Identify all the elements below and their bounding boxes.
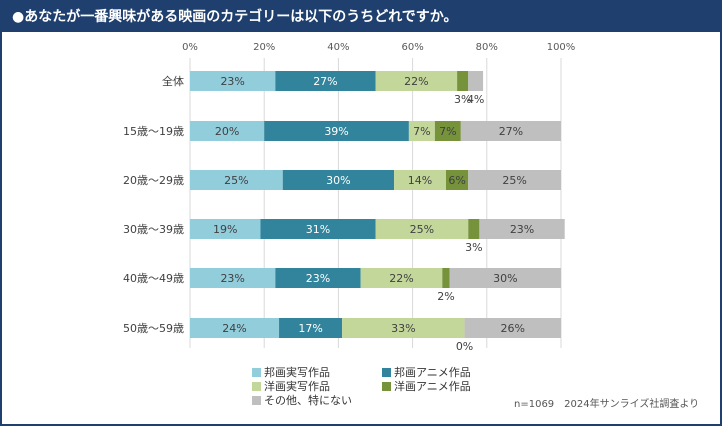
legend-item-4: その他、特にない — [252, 392, 352, 408]
bar-1-4 — [460, 121, 561, 141]
bar-3-4 — [479, 219, 565, 239]
legend-swatch-2 — [252, 381, 261, 391]
data-label-0-4: 4% — [467, 93, 484, 106]
data-label-3-1: 31% — [306, 223, 330, 236]
bar-2-1 — [282, 170, 395, 190]
data-label-4-3: 2% — [437, 290, 454, 303]
bar-1-0 — [190, 121, 265, 141]
x-tick-label-3: 60% — [401, 42, 423, 53]
chart-title: ●あなたが一番興味がある映画のカテゴリーは以下のうちどれですか。 — [12, 9, 458, 25]
bar-1-1 — [264, 121, 409, 141]
legend-label-4: その他、特にない — [264, 394, 352, 407]
bar-3-1 — [260, 219, 376, 239]
data-label-2-2: 14% — [408, 174, 432, 187]
legend-item-3: 洋画アニメ作品 — [382, 378, 471, 394]
bar-3-2 — [375, 219, 469, 239]
data-label-4-1: 23% — [306, 272, 330, 285]
data-label-2-3: 6% — [448, 174, 465, 187]
bar-4-1 — [275, 268, 361, 288]
x-tick-label-0: 0% — [182, 42, 198, 53]
data-label-3-0: 19% — [213, 223, 237, 236]
legend-item-2: 洋画実写作品 — [252, 378, 330, 394]
data-label-3-4: 23% — [510, 223, 534, 236]
data-label-5-1: 17% — [298, 322, 322, 335]
data-label-4-2: 22% — [389, 272, 413, 285]
bar-2-3 — [445, 170, 469, 190]
bar-5-4 — [464, 318, 561, 338]
bar-2-2 — [394, 170, 446, 190]
bar-3-0 — [190, 219, 261, 239]
category-label-3: 30歳～39歳 — [123, 223, 184, 236]
bar-0-3 — [457, 71, 469, 91]
category-label-1: 15歳～19歳 — [123, 125, 184, 138]
legend-swatch-1 — [382, 367, 391, 377]
bar-0-2 — [375, 71, 458, 91]
legend-swatch-3 — [382, 381, 391, 391]
bar-0-1 — [275, 71, 376, 91]
bar-2-4 — [468, 170, 561, 190]
data-label-0-3: 3% — [454, 93, 471, 106]
bar-0-4 — [468, 71, 484, 91]
category-label-5: 50歳～59歳 — [123, 322, 184, 335]
data-label-4-4: 30% — [493, 272, 517, 285]
bar-3-3 — [468, 219, 480, 239]
x-tick-label-5: 100% — [547, 42, 576, 53]
data-label-0-0: 23% — [220, 75, 244, 88]
data-label-4-0: 23% — [220, 272, 244, 285]
legend-label-0: 邦画実写作品 — [264, 366, 330, 379]
x-tick-label-1: 20% — [253, 42, 275, 53]
bar-5-0 — [190, 318, 280, 338]
legend-swatch-0 — [252, 367, 261, 377]
legend-swatch-4 — [252, 395, 261, 405]
x-tick-label-2: 40% — [327, 42, 349, 53]
data-label-1-0: 20% — [215, 125, 239, 138]
category-label-0: 全体 — [162, 74, 184, 88]
data-label-5-0: 24% — [222, 322, 246, 335]
bar-4-0 — [190, 268, 276, 288]
bar-1-2 — [408, 121, 435, 141]
data-label-0-2: 22% — [404, 75, 428, 88]
data-label-5-2: 33% — [391, 322, 415, 335]
data-label-1-4: 27% — [499, 125, 523, 138]
legend-label-1: 邦画アニメ作品 — [394, 366, 471, 379]
legend-label-2: 洋画実写作品 — [264, 380, 330, 393]
data-label-3-3: 3% — [465, 241, 482, 254]
bar-2-0 — [190, 170, 283, 190]
data-label-3-2: 25% — [410, 223, 434, 236]
bar-5-2 — [342, 318, 465, 338]
bar-1-3 — [434, 121, 461, 141]
bar-4-4 — [449, 268, 561, 288]
data-label-5-4: 26% — [501, 322, 525, 335]
data-label-2-4: 25% — [502, 174, 526, 187]
data-label-1-3: 7% — [439, 125, 456, 138]
data-label-0-1: 27% — [313, 75, 337, 88]
title-bar: ●あなたが一番興味がある映画のカテゴリーは以下のうちどれですか。 — [2, 2, 720, 32]
data-label-2-0: 25% — [224, 174, 248, 187]
data-label-1-1: 39% — [324, 125, 348, 138]
data-label-2-1: 30% — [326, 174, 350, 187]
legend-item-1: 邦画アニメ作品 — [382, 364, 471, 380]
legend-item-0: 邦画実写作品 — [252, 364, 330, 380]
data-label-1-2: 7% — [413, 125, 430, 138]
legend-label-3: 洋画アニメ作品 — [394, 380, 471, 393]
bar-4-3 — [442, 268, 450, 288]
bar-0-0 — [190, 71, 276, 91]
source-note: n=1069 2024年サンライズ社調査より — [514, 399, 700, 410]
bar-4-2 — [360, 268, 443, 288]
bar-5-1 — [279, 318, 343, 338]
data-label-5-3: 0% — [456, 340, 473, 353]
category-label-2: 20歳～29歳 — [123, 174, 184, 187]
x-tick-label-4: 80% — [476, 42, 498, 53]
category-label-4: 40歳～49歳 — [123, 272, 184, 285]
